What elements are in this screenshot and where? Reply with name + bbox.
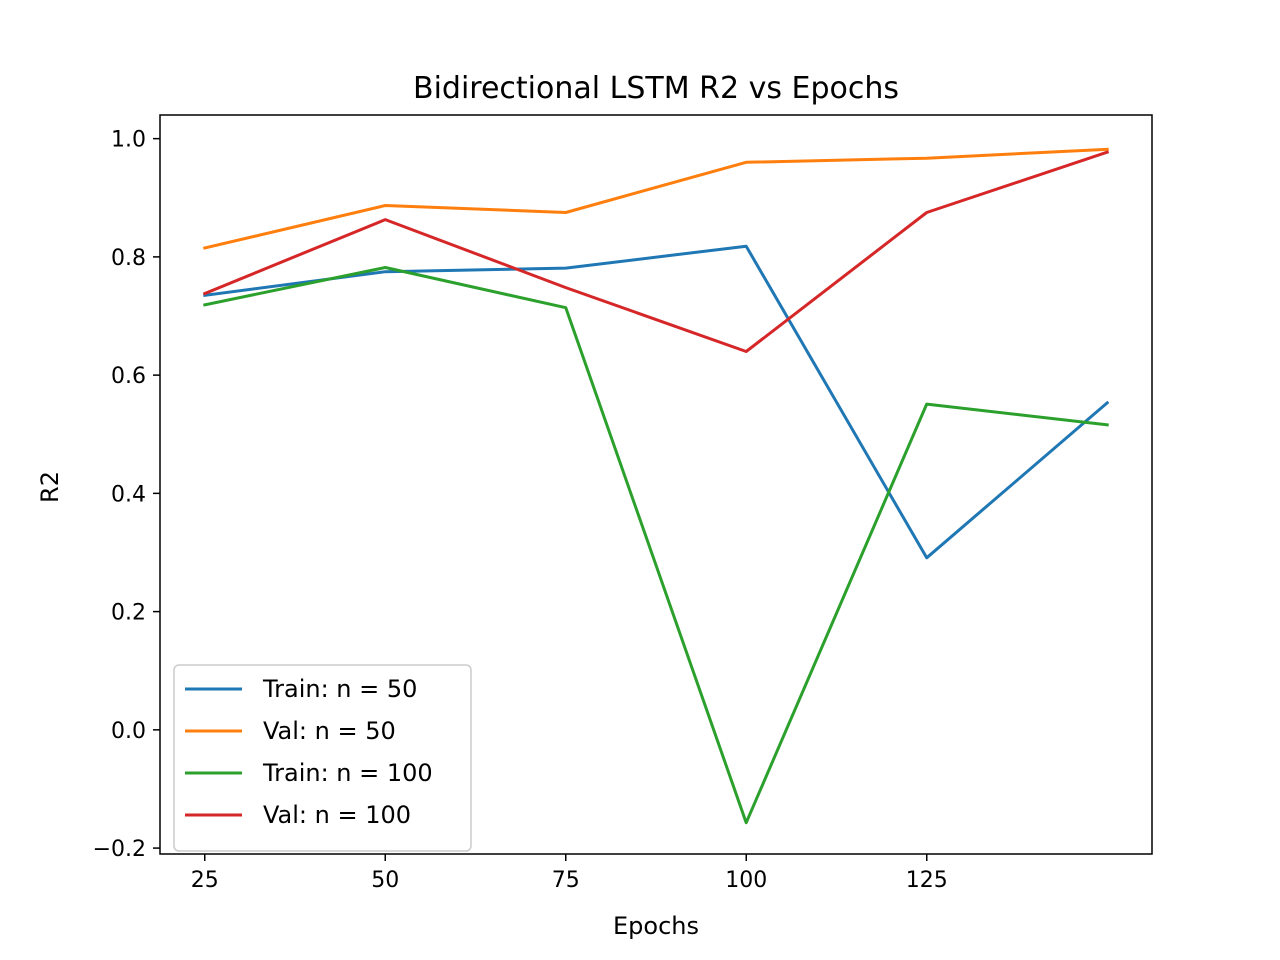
chart-title: Bidirectional LSTM R2 vs Epochs bbox=[413, 71, 899, 106]
legend: Train: n = 50 Val: n = 50 Train: n = 100 Va… bbox=[173, 664, 472, 852]
series-lines bbox=[202, 147, 1110, 825]
y-tick-label: 0.0 bbox=[111, 719, 146, 744]
y-tick-label: 0.8 bbox=[111, 246, 146, 271]
legend-label: Val: n = 50 bbox=[263, 717, 396, 745]
y-tick-label: 1.0 bbox=[111, 128, 146, 153]
x-tick-label: 100 bbox=[725, 868, 767, 893]
legend-label: Train: n = 50 bbox=[262, 675, 417, 703]
x-tick-label: 75 bbox=[552, 868, 580, 893]
x-axis-ticks: 25 50 75 100 125 bbox=[191, 854, 948, 893]
legend-box bbox=[173, 664, 472, 852]
x-axis-label: Epochs bbox=[613, 912, 699, 940]
y-tick-label: 0.6 bbox=[111, 364, 146, 389]
y-tick-label: 0.4 bbox=[111, 482, 146, 507]
legend-label: Val: n = 100 bbox=[263, 801, 411, 829]
x-tick-label: 125 bbox=[906, 868, 948, 893]
plot-frame bbox=[159, 114, 1153, 855]
series-line-2 bbox=[202, 147, 1109, 250]
series-line-1 bbox=[203, 244, 1110, 560]
series-line-4 bbox=[202, 150, 1110, 353]
y-tick-label: −0.2 bbox=[93, 837, 146, 862]
x-tick-label: 25 bbox=[191, 868, 219, 893]
series-line-3 bbox=[203, 266, 1109, 825]
y-tick-label: 0.2 bbox=[111, 601, 146, 626]
y-axis-ticks: −0.2 0.0 0.2 0.4 0.6 0.8 1.0 bbox=[93, 128, 160, 862]
x-tick-label: 50 bbox=[371, 868, 399, 893]
legend-label: Train: n = 100 bbox=[262, 759, 433, 787]
y-axis-label: R2 bbox=[36, 471, 64, 503]
